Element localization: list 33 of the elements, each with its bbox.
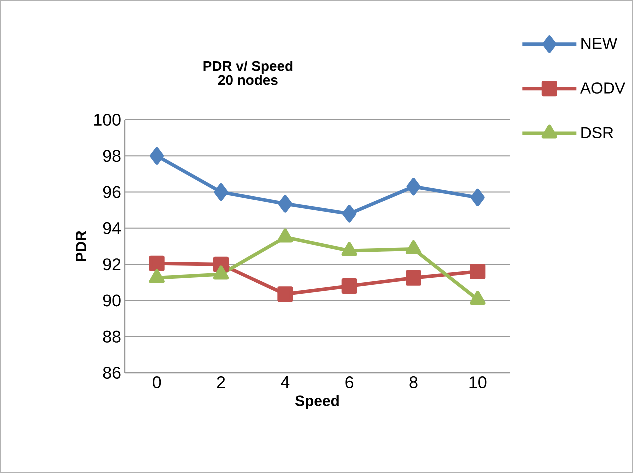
point	[278, 195, 292, 213]
x-tick-label: 10	[470, 376, 487, 389]
point	[342, 205, 357, 223]
y-tick-label: 86	[103, 367, 121, 379]
point	[342, 278, 358, 294]
point	[278, 286, 294, 302]
x-tick-label: 2	[217, 376, 226, 388]
point	[470, 264, 486, 280]
legend-label: NEW	[582, 38, 618, 50]
x-tick-label: 0	[153, 376, 162, 389]
y-tick-label: 88	[103, 330, 121, 343]
point	[470, 188, 485, 206]
point	[149, 256, 165, 272]
y-tick-label: 92	[103, 258, 121, 271]
legend-label: AODV	[580, 82, 626, 94]
y-tick-label: 94	[103, 222, 121, 234]
point	[406, 178, 421, 196]
x-tick-label: 8	[410, 376, 418, 389]
y-tick-label: 98	[103, 150, 121, 162]
y-tick-label: 100	[94, 114, 121, 126]
point	[214, 184, 228, 202]
legend-label: DSR	[582, 127, 614, 139]
y-tick-label: 90	[103, 294, 121, 307]
point	[470, 291, 486, 306]
chart-subtitle: 20 nodes	[218, 74, 278, 86]
y-axis-title: PDR	[76, 231, 86, 262]
point	[150, 147, 164, 165]
x-tick-label: 6	[346, 376, 354, 389]
y-tick-label: 96	[103, 186, 121, 198]
x-axis-title: Speed	[296, 395, 339, 410]
point	[406, 270, 422, 286]
chart-title: PDR v/ Speed	[204, 60, 293, 74]
x-tick-label: 4	[281, 376, 290, 388]
